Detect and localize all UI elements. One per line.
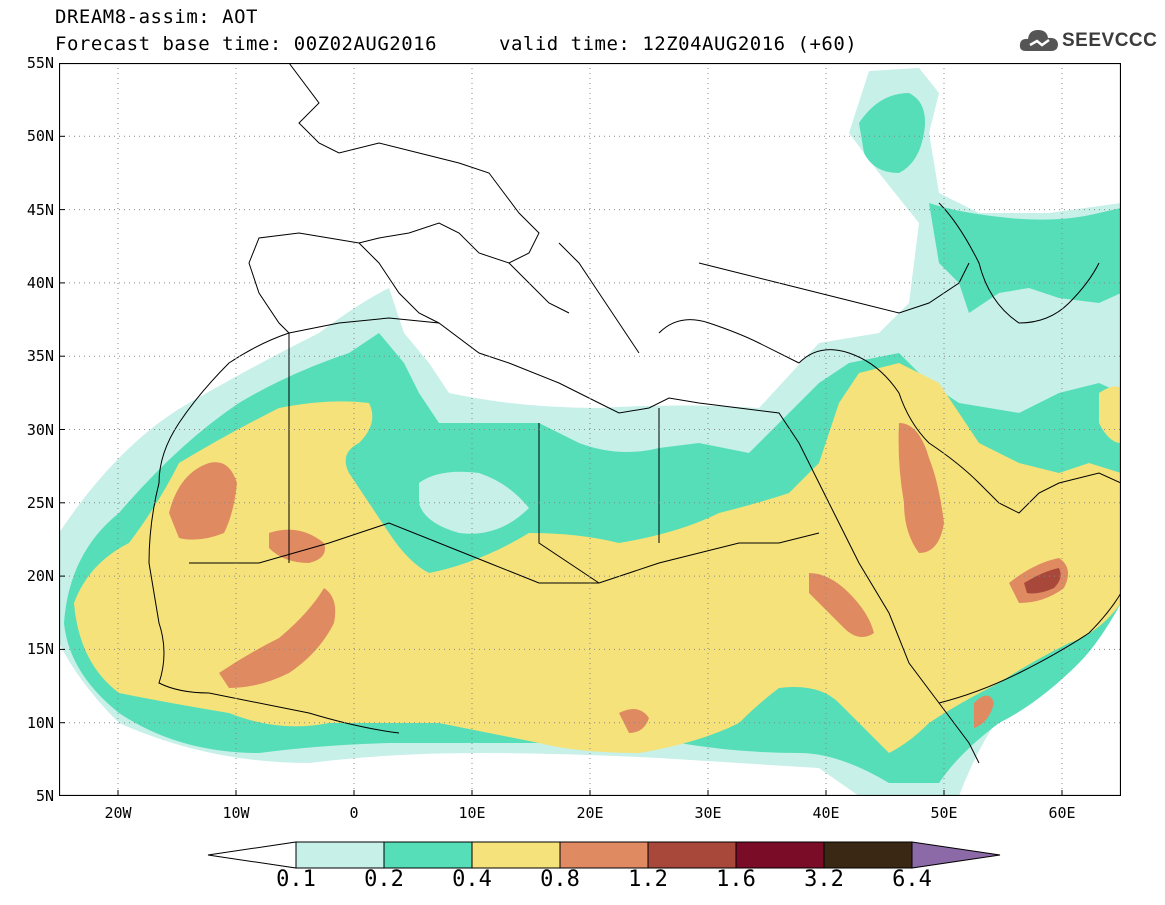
- colorbar: [207, 841, 1001, 869]
- lon-label: 40E: [812, 804, 840, 822]
- colorbar-segment: [735, 841, 825, 869]
- lat-label: 45N: [26, 200, 54, 219]
- time-info: Forecast base time: 00Z02AUG2016 valid ti…: [55, 33, 857, 55]
- lon-label: 30E: [694, 804, 722, 822]
- colorbar-label: 0.2: [364, 867, 404, 892]
- lon-label: 10E: [458, 804, 486, 822]
- colorbar-segment: [383, 841, 473, 869]
- map-title: DREAM8-assim: AOT: [55, 6, 258, 28]
- aot-contour-0.8-niger: [269, 529, 325, 563]
- colorbar-label: 1.2: [628, 867, 668, 892]
- aot-contour-0.2-caspian: [929, 203, 1121, 313]
- lon-label: 20E: [576, 804, 604, 822]
- colorbar-label: 0.1: [276, 867, 316, 892]
- colorbar-label: 0.4: [452, 867, 492, 892]
- lat-label: 40N: [26, 273, 54, 292]
- valid-time: valid time: 12Z04AUG2016 (+60): [499, 33, 858, 55]
- lat-label: 5N: [35, 787, 54, 805]
- aot-contour-0.8-sudan: [809, 573, 874, 637]
- colorbar-segment: [471, 841, 561, 869]
- lon-label: 50E: [930, 804, 958, 822]
- cloud-logo-icon: [1019, 30, 1058, 51]
- colorbar-over-arrow: [911, 841, 1001, 869]
- colorbar-segment: [823, 841, 913, 869]
- lon-label: 20W: [104, 804, 132, 822]
- lat-label: 25N: [26, 493, 54, 512]
- aot-map: [59, 63, 1121, 796]
- lat-label: 10N: [26, 713, 54, 732]
- colorbar-label: 0.8: [540, 867, 580, 892]
- colorbar-under-arrow: [207, 841, 297, 869]
- aot-contour-0.8-somalia: [974, 695, 994, 728]
- aot-contour-0.8-car: [619, 709, 649, 733]
- seevccc-logo: SEEVCCC: [1018, 24, 1158, 58]
- gridlines: [59, 63, 1121, 796]
- aot-contour-0.8-mauritania: [169, 462, 237, 540]
- lon-label: 0: [349, 804, 359, 822]
- colorbar-segment: [647, 841, 737, 869]
- aot-contour-1.2-oman: [1024, 568, 1061, 594]
- colorbar-label: 6.4: [892, 867, 932, 892]
- aot-contour-0.4: [74, 363, 1121, 753]
- aot-contour-0.2-north: [859, 93, 925, 173]
- colorbar-label: 3.2: [804, 867, 844, 892]
- aot-contour-0.8-mali: [219, 588, 336, 688]
- lat-label: 50N: [26, 127, 54, 146]
- aot-contour-0.8-saudi: [898, 423, 944, 553]
- lat-label: 35N: [26, 347, 54, 366]
- aot-field: [59, 63, 1121, 796]
- lat-label: 15N: [26, 640, 54, 659]
- aot-contour-0.4-gulf: [1099, 386, 1121, 443]
- lon-label: 60E: [1048, 804, 1076, 822]
- colorbar-label: 1.6: [716, 867, 756, 892]
- lat-label: 20N: [26, 567, 54, 586]
- logo-text: SEEVCCC: [1062, 30, 1158, 51]
- base-time: Forecast base time: 00Z02AUG2016: [55, 33, 438, 55]
- colorbar-segment: [559, 841, 649, 869]
- lat-label: 55N: [26, 54, 54, 72]
- axis-ticks: [59, 63, 1063, 796]
- lon-label: 10W: [222, 804, 250, 822]
- coastlines: [148, 63, 1121, 764]
- lat-label: 30N: [26, 420, 54, 439]
- aot-hole-med: [439, 393, 469, 418]
- colorbar-segment: [295, 841, 385, 869]
